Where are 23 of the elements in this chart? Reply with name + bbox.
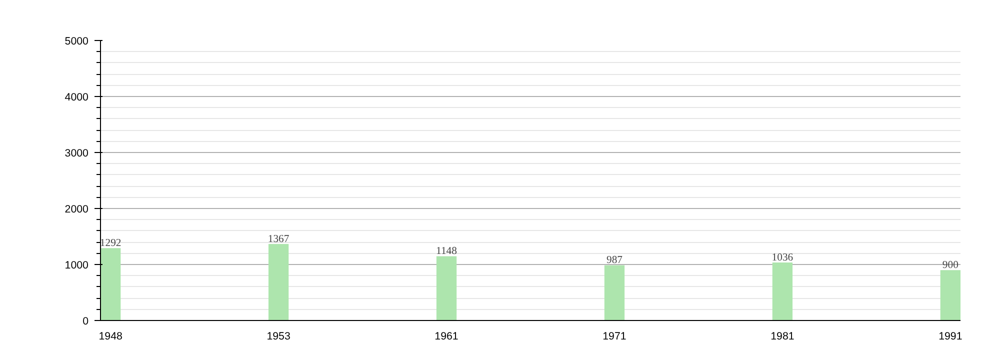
data-label: 1148 <box>436 246 457 258</box>
x-tick-label: 1981 <box>770 330 794 342</box>
data-label: 987 <box>606 255 624 266</box>
bar <box>772 262 793 320</box>
bar <box>268 244 289 320</box>
bar <box>100 248 121 320</box>
bar <box>604 265 625 320</box>
y-tick-label: 3000 <box>64 148 89 160</box>
x-tick-label: 1991 <box>938 330 962 342</box>
data-label: 900 <box>942 260 958 272</box>
x-tick-label: 1953 <box>266 330 290 342</box>
x-tick-label: 1971 <box>602 330 626 342</box>
data-label: 1367 <box>268 234 290 245</box>
x-tick-label: 1961 <box>434 330 458 342</box>
y-tick-label: 1000 <box>64 260 89 272</box>
y-tick-label: 0 <box>82 316 89 328</box>
y-tick-label: 5000 <box>64 36 89 48</box>
y-tick-label: 2000 <box>64 204 89 216</box>
bar <box>436 256 457 320</box>
bar <box>940 270 960 320</box>
x-tick-label: 1948 <box>98 330 123 342</box>
data-label: 1036 <box>772 252 794 264</box>
y-tick-label: 4000 <box>64 92 89 104</box>
